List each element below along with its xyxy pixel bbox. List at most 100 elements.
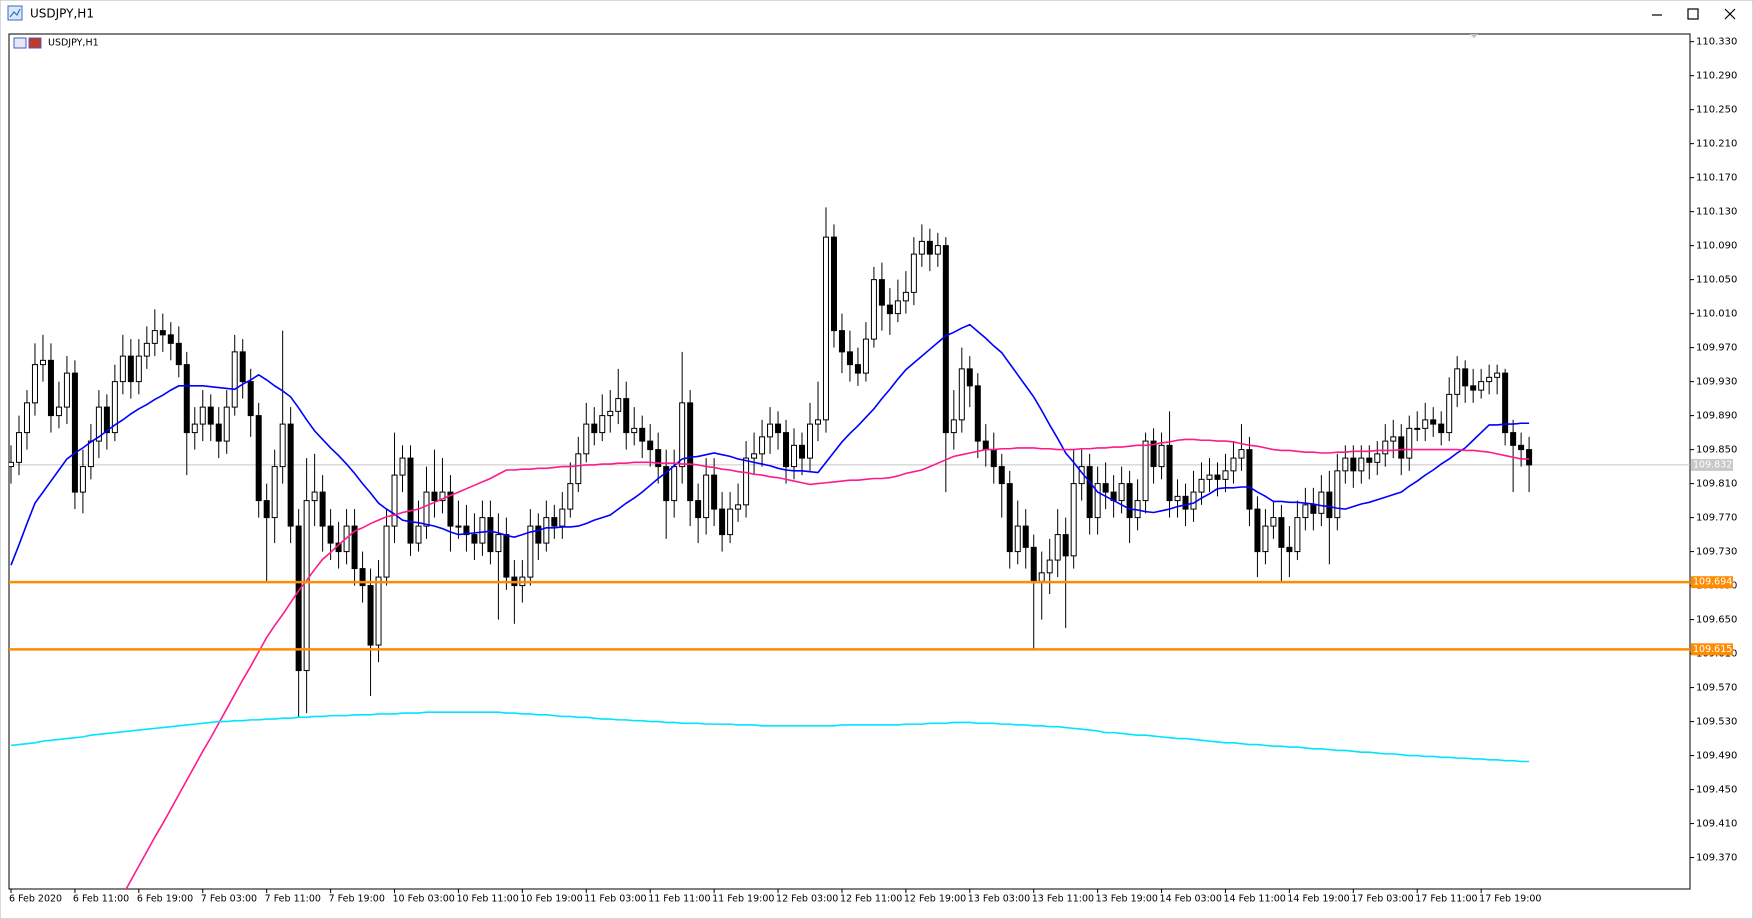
candle-body bbox=[1126, 483, 1133, 519]
candle-body bbox=[695, 500, 702, 519]
candle-body bbox=[375, 576, 382, 646]
candle-body bbox=[934, 245, 941, 255]
y-tick-label: 109.770 bbox=[1696, 513, 1737, 524]
candle-body bbox=[950, 419, 957, 434]
candle-body bbox=[703, 474, 710, 519]
candle-body bbox=[551, 517, 558, 527]
candle-body bbox=[1438, 423, 1445, 434]
candle-body bbox=[974, 385, 981, 442]
x-tick-label: 11 Feb 19:00 bbox=[712, 894, 774, 905]
candle-body bbox=[902, 291, 909, 302]
candle-body bbox=[671, 466, 678, 502]
candle-body bbox=[926, 240, 933, 255]
y-tick-label: 109.490 bbox=[1696, 751, 1737, 762]
y-tick-label: 109.410 bbox=[1696, 819, 1737, 830]
candle-body bbox=[135, 355, 142, 383]
candle-body bbox=[535, 525, 542, 544]
axis-layer: 110.330 110.290 110.250 110.210 110.170 110.1… bbox=[9, 37, 1737, 905]
shift-marker bbox=[1470, 34, 1478, 38]
candle-body bbox=[399, 457, 406, 476]
candle-body bbox=[183, 364, 190, 434]
candle-body bbox=[942, 245, 949, 434]
candle-body bbox=[679, 402, 686, 468]
y-tick-label: 109.970 bbox=[1696, 343, 1737, 354]
candle-body bbox=[719, 508, 726, 536]
level-label: 109.694 bbox=[1693, 577, 1732, 588]
candle-body bbox=[71, 372, 78, 493]
x-tick-label: 11 Feb 03:00 bbox=[584, 894, 646, 905]
candle-body bbox=[1286, 546, 1293, 553]
candle-body bbox=[151, 330, 158, 344]
chart-icon bbox=[28, 37, 42, 49]
candle-body bbox=[303, 500, 310, 672]
x-tick-label: 17 Feb 19:00 bbox=[1479, 894, 1541, 905]
candle-body bbox=[783, 432, 790, 468]
x-tick-label: 7 Feb 19:00 bbox=[329, 894, 385, 905]
candle-body bbox=[1494, 372, 1501, 378]
x-tick-label: 13 Feb 03:00 bbox=[968, 894, 1030, 905]
y-tick-label: 110.050 bbox=[1696, 275, 1737, 286]
maximize-button[interactable] bbox=[1687, 8, 1699, 20]
candle-body bbox=[263, 500, 270, 519]
candle-body bbox=[1454, 368, 1461, 395]
candle-body bbox=[1366, 457, 1373, 463]
candle-body bbox=[1310, 504, 1317, 514]
candle-body bbox=[543, 517, 550, 544]
candle-body bbox=[391, 474, 398, 527]
candle-body bbox=[918, 240, 925, 255]
y-tick-label: 110.170 bbox=[1696, 173, 1737, 184]
candle-body bbox=[503, 534, 510, 578]
level-label-box bbox=[1691, 643, 1733, 656]
candle-body bbox=[1222, 470, 1229, 480]
candle-body bbox=[423, 491, 430, 527]
candle-body bbox=[463, 525, 470, 536]
candle-body bbox=[1038, 572, 1045, 582]
candle-body bbox=[207, 406, 214, 425]
candle-body bbox=[1294, 517, 1301, 553]
x-tick-label: 12 Feb 11:00 bbox=[840, 894, 902, 905]
candle-body bbox=[846, 351, 853, 366]
moving-average-line bbox=[125, 438, 1530, 889]
y-tick-label: 109.810 bbox=[1696, 479, 1737, 490]
candle-body bbox=[311, 491, 318, 502]
moving-average-line bbox=[10, 323, 1530, 566]
candle-body bbox=[1230, 457, 1237, 472]
candle-body bbox=[95, 406, 102, 442]
candle-body bbox=[447, 491, 454, 527]
x-tick-label: 6 Feb 19:00 bbox=[137, 894, 193, 905]
candle-body bbox=[439, 491, 446, 502]
candle-body bbox=[1446, 393, 1453, 434]
candle-body bbox=[1326, 491, 1333, 519]
candle-body bbox=[191, 423, 198, 434]
x-tick-label: 17 Feb 03:00 bbox=[1351, 894, 1413, 905]
x-tick-label: 12 Feb 19:00 bbox=[904, 894, 966, 905]
candle-body bbox=[231, 351, 238, 408]
candle-body bbox=[383, 525, 390, 578]
candle-body bbox=[663, 466, 670, 502]
x-tick-label: 12 Feb 03:00 bbox=[776, 894, 838, 905]
candle-body bbox=[1374, 453, 1381, 463]
x-tick-label: 7 Feb 03:00 bbox=[201, 894, 257, 905]
y-tick-label: 110.250 bbox=[1696, 105, 1737, 116]
candle-body bbox=[1334, 470, 1341, 519]
x-tick-label: 13 Feb 11:00 bbox=[1032, 894, 1094, 905]
close-button[interactable] bbox=[1724, 8, 1736, 20]
candle-body bbox=[559, 508, 566, 527]
candle-body bbox=[471, 534, 478, 544]
candle-body bbox=[767, 423, 774, 438]
y-tick-label: 109.570 bbox=[1696, 683, 1737, 694]
candle-body bbox=[255, 415, 262, 502]
candle-body bbox=[223, 406, 230, 442]
candle-body bbox=[1190, 491, 1197, 510]
candle-body bbox=[631, 427, 638, 434]
candle-body bbox=[862, 338, 869, 374]
candle-body bbox=[199, 406, 206, 425]
candle-body bbox=[1046, 559, 1053, 574]
candle-body bbox=[743, 457, 750, 506]
candle-body bbox=[351, 525, 358, 570]
y-tick-label: 109.930 bbox=[1696, 377, 1737, 388]
candle-body bbox=[47, 359, 54, 417]
candle-body bbox=[415, 525, 422, 544]
candle-body bbox=[1270, 517, 1277, 527]
